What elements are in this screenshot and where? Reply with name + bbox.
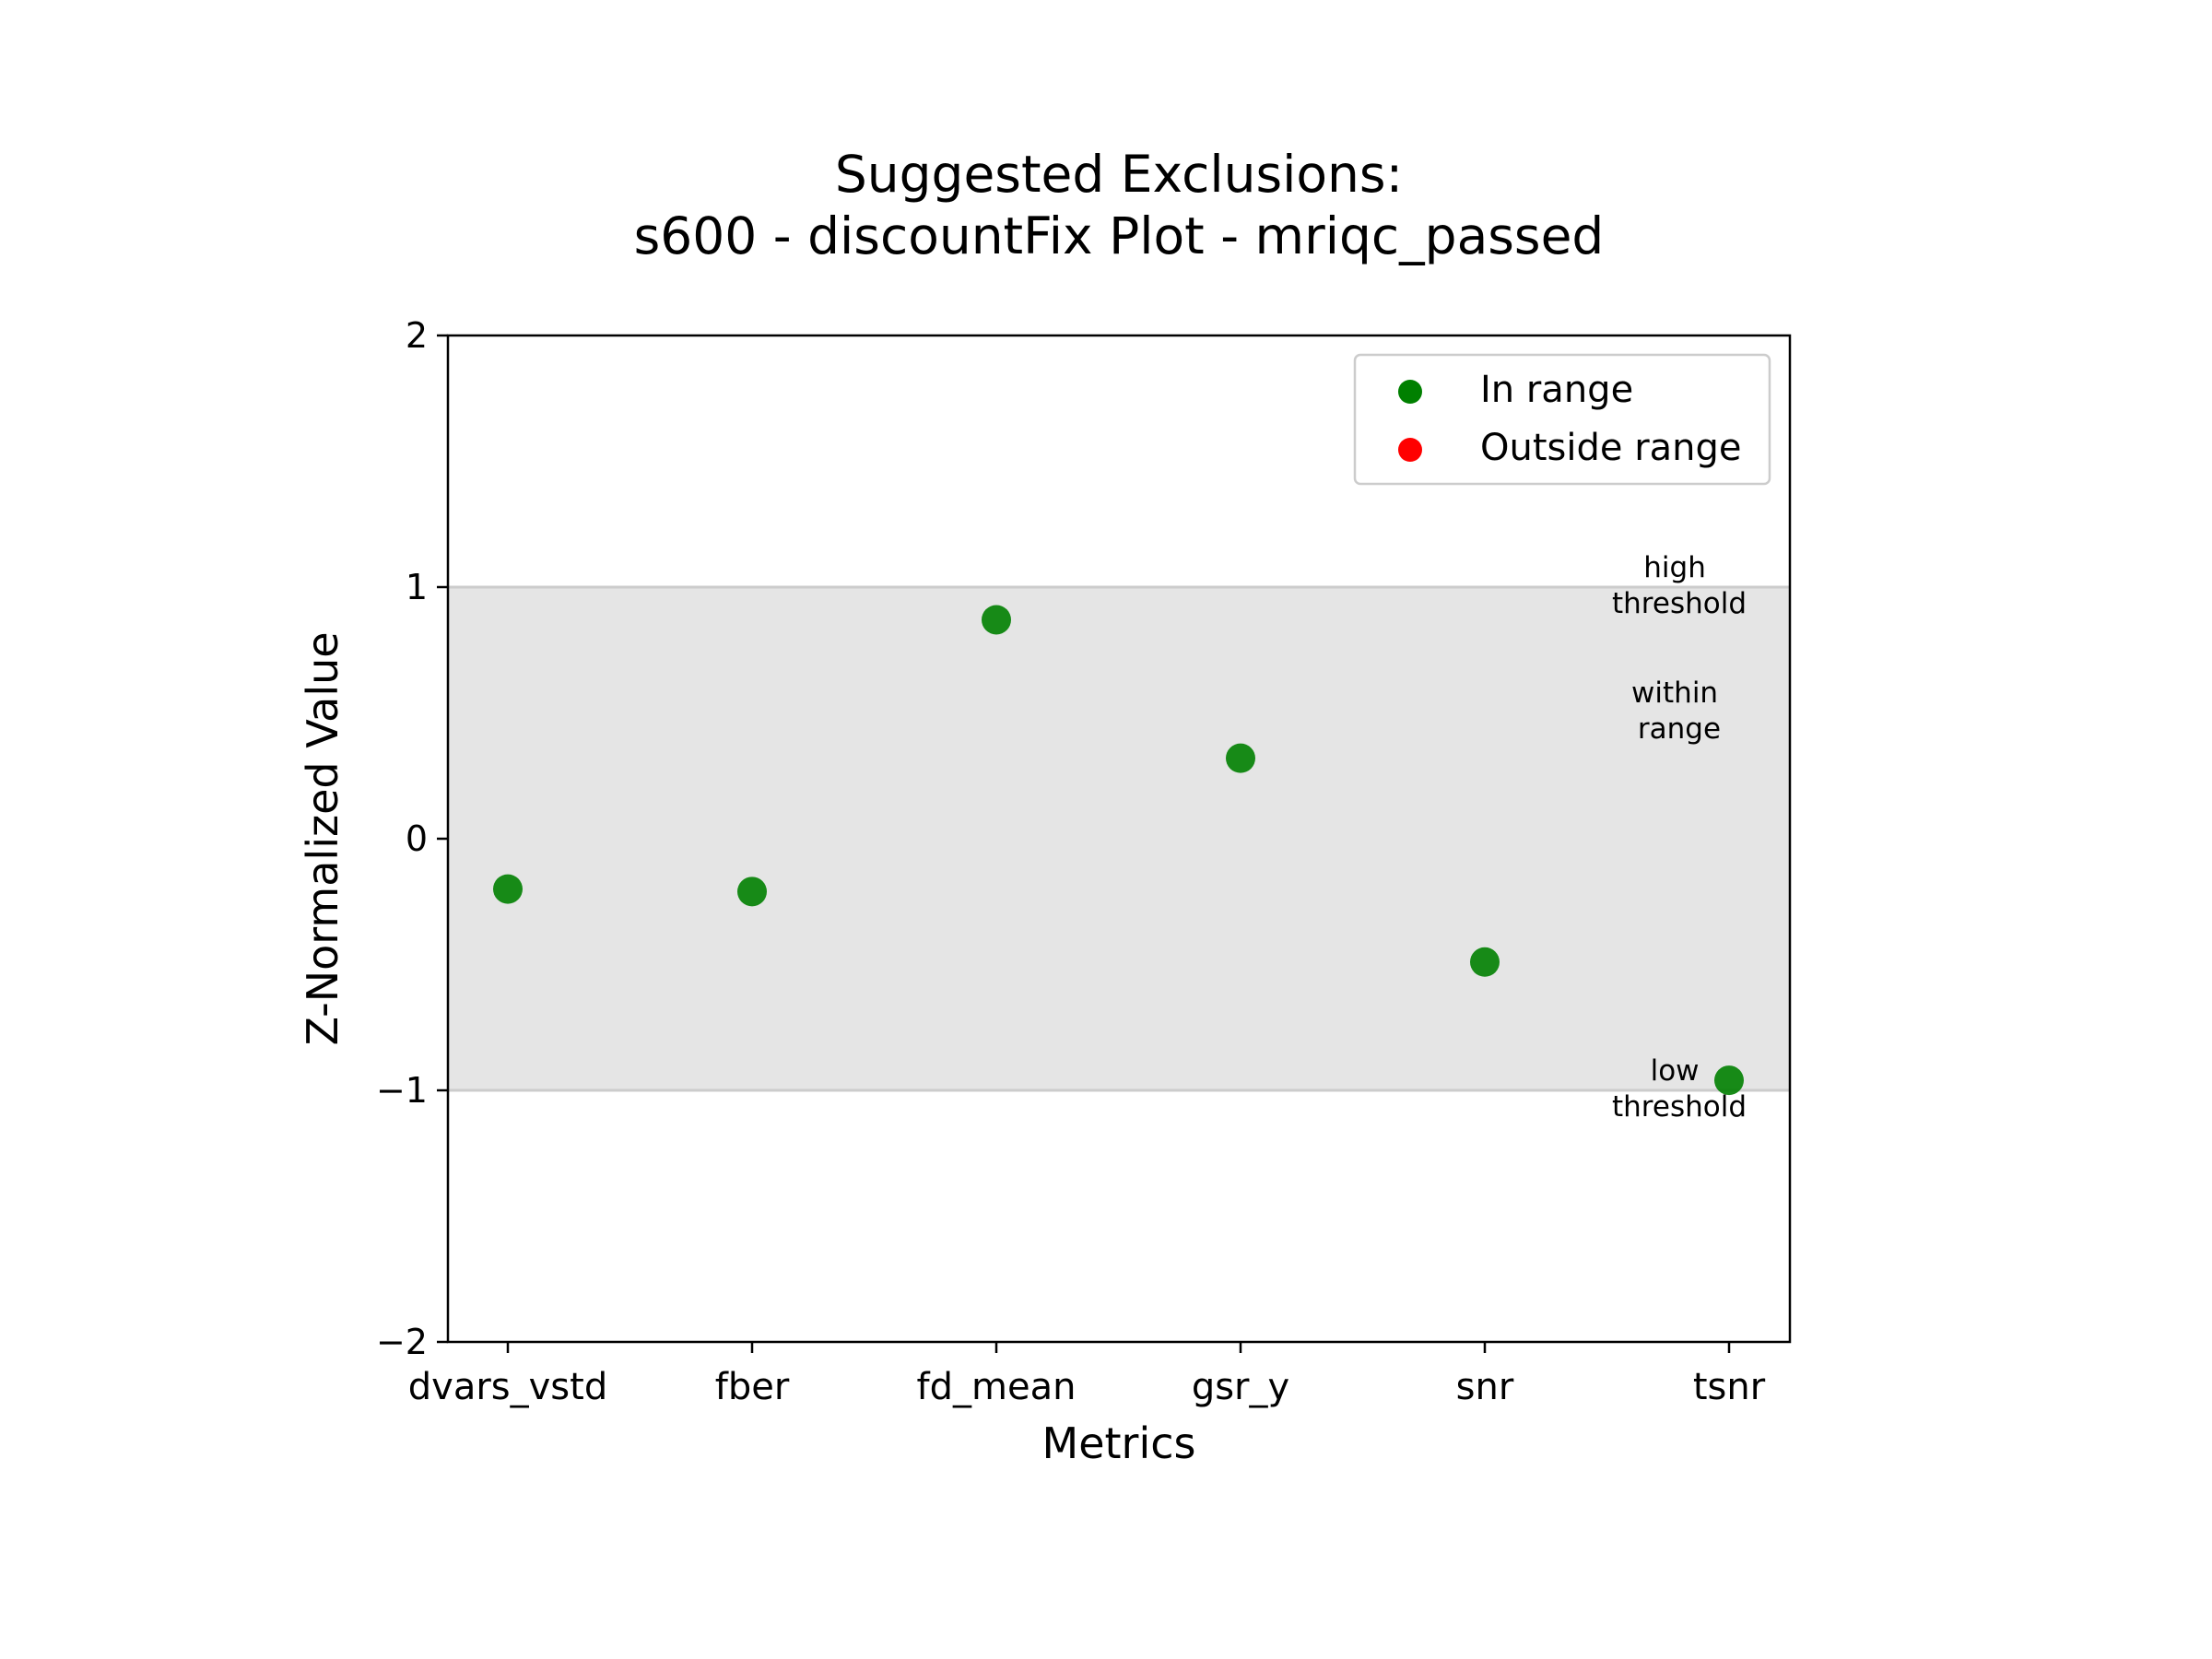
high-threshold-annotation: high threshold <box>1612 551 1747 620</box>
chart-title-line1: Suggested Exclusions: <box>835 145 1403 204</box>
chart-title-line2: s600 - discountFix Plot - mriqc_passed <box>634 206 1605 265</box>
legend-outside-range-marker <box>1398 438 1422 462</box>
legend-in-range-label: In range <box>1480 369 1633 411</box>
data-point <box>982 605 1011 635</box>
x-tick-label: dvars_vstd <box>408 1366 607 1408</box>
low-annotation-line2: threshold <box>1612 1090 1747 1124</box>
x-tick-label: gsr_y <box>1192 1366 1289 1408</box>
x-tick-label: tsnr <box>1693 1366 1766 1408</box>
within-range-band <box>448 587 1790 1090</box>
y-tick-label: −1 <box>376 1070 428 1111</box>
y-tick-label: −2 <box>376 1322 428 1362</box>
y-tick-label: 0 <box>406 818 428 859</box>
within-annotation-line1: within <box>1631 677 1718 710</box>
low-threshold-annotation: low threshold <box>1612 1054 1747 1124</box>
range-band-layer <box>448 585 1790 1092</box>
legend-outside-range-label: Outside range <box>1480 427 1742 469</box>
data-point <box>737 877 767 907</box>
legend-box <box>1353 353 1771 486</box>
x-tick-label: fber <box>715 1366 790 1408</box>
data-points-layer <box>493 605 1744 1096</box>
within-range-annotation: within range <box>1631 677 1727 746</box>
legend-in-range-marker <box>1398 380 1422 404</box>
data-point <box>493 874 523 904</box>
data-point <box>1470 947 1500 977</box>
y-tick-label: 2 <box>406 315 428 356</box>
data-point <box>1714 1065 1744 1096</box>
x-axis-ticks: dvars_vstd fber fd_mean gsr_y snr tsnr <box>408 1342 1766 1408</box>
legend: In range Outside range <box>1353 353 1771 486</box>
low-annotation-line1: low <box>1651 1054 1700 1088</box>
high-annotation-line1: high <box>1643 551 1706 584</box>
y-tick-label: 1 <box>406 567 428 607</box>
within-annotation-line2: range <box>1638 712 1721 746</box>
x-axis-label: Metrics <box>1042 1418 1196 1468</box>
y-axis-ticks: 2 1 0 −1 −2 <box>376 315 448 1362</box>
data-point <box>1226 743 1255 773</box>
x-tick-label: snr <box>1456 1366 1514 1408</box>
y-axis-label: Z-Normalized Value <box>298 631 347 1045</box>
x-tick-label: fd_mean <box>917 1366 1077 1408</box>
high-annotation-line2: threshold <box>1612 587 1747 620</box>
